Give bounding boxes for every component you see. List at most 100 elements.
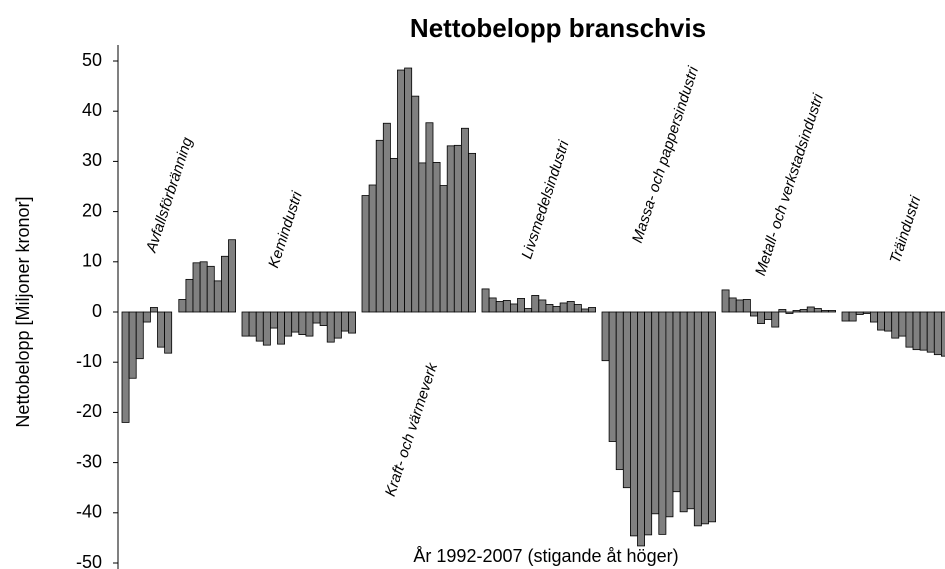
bar [581, 308, 589, 313]
bar [425, 122, 434, 313]
bar [764, 311, 773, 320]
bar [721, 289, 730, 313]
bar [679, 311, 688, 513]
bar [333, 311, 342, 339]
bar [312, 311, 321, 324]
y-tick-label: 20 [82, 200, 102, 220]
bar [135, 311, 144, 360]
bar [855, 311, 864, 315]
bar [319, 311, 328, 326]
bar [439, 185, 448, 313]
bar [877, 311, 885, 331]
bar [559, 302, 568, 313]
bar [348, 311, 356, 334]
bar [630, 311, 638, 537]
bar [757, 311, 765, 324]
bar [488, 297, 497, 313]
bar [185, 278, 194, 313]
bar [941, 311, 945, 357]
bar [495, 301, 504, 313]
bar [298, 311, 307, 335]
bar [862, 311, 871, 314]
bar [785, 311, 794, 314]
bar [884, 311, 893, 332]
chart-title: Nettobelopp branschvis [410, 13, 706, 43]
bar [848, 311, 857, 322]
bar [728, 297, 737, 313]
series-label: Träindustri [887, 193, 925, 265]
bar [644, 311, 653, 536]
bar [375, 139, 384, 313]
bar [622, 311, 631, 489]
bar [382, 122, 391, 313]
y-tick-label: 0 [92, 301, 102, 321]
bar [411, 95, 420, 313]
bar [750, 311, 758, 317]
bar [502, 300, 511, 313]
bar [806, 306, 815, 313]
bar [708, 311, 716, 523]
y-tick-label: -30 [76, 451, 102, 471]
bar [891, 311, 900, 339]
bar [262, 311, 271, 346]
bar [552, 306, 561, 313]
bar [432, 162, 441, 313]
y-tick-label: -40 [76, 502, 102, 522]
y-tick-label: -10 [76, 351, 102, 371]
y-tick-label: -20 [76, 401, 102, 421]
bar [658, 311, 667, 535]
bar [157, 311, 165, 348]
bar [792, 310, 801, 313]
series-label: Avfallsförbränning [143, 135, 197, 256]
bar [672, 311, 681, 493]
bar [588, 307, 596, 313]
bar [919, 311, 928, 351]
bar [771, 311, 780, 328]
series-label: Livsmedelsindustri [518, 138, 573, 261]
y-tick-label: 40 [82, 100, 102, 120]
bar [277, 311, 285, 345]
bar [686, 311, 695, 510]
bar [213, 280, 222, 313]
bar [545, 304, 554, 313]
bar [813, 308, 822, 313]
bar [368, 184, 377, 313]
bar [531, 295, 540, 313]
bar [468, 152, 476, 313]
bar [821, 310, 829, 313]
bar [870, 311, 878, 323]
bar [164, 311, 173, 354]
bar [248, 311, 257, 337]
bar [241, 311, 250, 337]
y-tick-label: 50 [82, 50, 102, 70]
bar [397, 69, 405, 313]
bar [220, 255, 229, 313]
bar [404, 67, 413, 313]
bar [566, 301, 575, 313]
series-label: Kemindustri [265, 189, 306, 270]
bar [269, 311, 278, 329]
bar [128, 311, 137, 379]
bar [199, 261, 208, 313]
series-label: Massa- och pappersindustri [629, 64, 702, 245]
y-tick-label: 10 [82, 251, 102, 271]
bar [517, 298, 525, 313]
bar [933, 311, 942, 356]
bar [898, 311, 907, 337]
bar [828, 310, 836, 313]
bar [228, 239, 236, 313]
y-tick-label: 30 [82, 150, 102, 170]
series-label: Metall- och verkstadsindustri [752, 91, 827, 278]
bar [255, 311, 264, 342]
bar [389, 157, 398, 313]
bar [178, 299, 187, 313]
bar [637, 311, 645, 547]
bar [799, 309, 808, 313]
bar [742, 299, 751, 313]
bar [701, 311, 709, 525]
bar [340, 311, 349, 332]
bar [291, 311, 300, 333]
bar [206, 265, 215, 313]
bar [601, 311, 610, 362]
bar [735, 299, 744, 313]
